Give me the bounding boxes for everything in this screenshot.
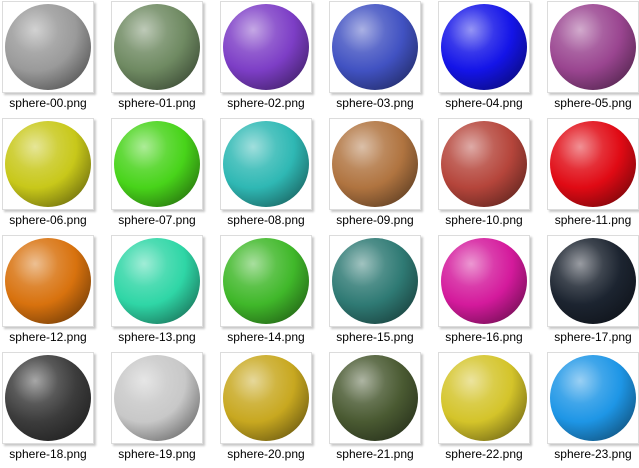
file-name: sphere-22.png: [445, 447, 523, 461]
sphere-image: [550, 121, 636, 207]
thumbnail: [329, 352, 421, 444]
sphere-image: [5, 238, 91, 324]
file-item[interactable]: sphere-14.png: [218, 234, 327, 351]
file-item[interactable]: sphere-04.png: [436, 0, 545, 117]
thumbnail: [220, 235, 312, 327]
thumbnail: [329, 235, 421, 327]
file-name: sphere-04.png: [445, 96, 523, 110]
file-item[interactable]: sphere-17.png: [545, 234, 639, 351]
thumbnail: [547, 118, 639, 210]
file-item[interactable]: sphere-23.png: [545, 351, 639, 468]
file-name: sphere-17.png: [554, 330, 632, 344]
sphere-image: [441, 121, 527, 207]
sphere-image: [332, 238, 418, 324]
file-name: sphere-02.png: [227, 96, 305, 110]
sphere-image: [223, 355, 309, 441]
sphere-image: [332, 4, 418, 90]
file-name: sphere-21.png: [336, 447, 414, 461]
file-item[interactable]: sphere-19.png: [109, 351, 218, 468]
thumbnail: [2, 118, 94, 210]
thumbnail: [111, 235, 203, 327]
file-name: sphere-18.png: [9, 447, 87, 461]
file-item[interactable]: sphere-18.png: [0, 351, 109, 468]
sphere-image: [223, 238, 309, 324]
file-name: sphere-23.png: [554, 447, 632, 461]
thumbnail: [438, 118, 530, 210]
sphere-image: [332, 355, 418, 441]
sphere-image: [441, 4, 527, 90]
thumbnail: [2, 235, 94, 327]
file-name: sphere-10.png: [445, 213, 523, 227]
sphere-image: [332, 121, 418, 207]
file-name: sphere-16.png: [445, 330, 523, 344]
file-name: sphere-00.png: [9, 96, 87, 110]
file-name: sphere-06.png: [9, 213, 87, 227]
file-item[interactable]: sphere-02.png: [218, 0, 327, 117]
file-item[interactable]: sphere-09.png: [327, 117, 436, 234]
sphere-image: [441, 238, 527, 324]
sphere-image: [5, 4, 91, 90]
file-name: sphere-03.png: [336, 96, 414, 110]
sphere-image: [223, 4, 309, 90]
file-name: sphere-07.png: [118, 213, 196, 227]
sphere-image: [114, 355, 200, 441]
thumbnail: [111, 1, 203, 93]
thumbnail: [547, 235, 639, 327]
file-name: sphere-11.png: [554, 213, 632, 227]
thumbnail: [111, 352, 203, 444]
file-name: sphere-05.png: [554, 96, 632, 110]
thumbnail: [220, 118, 312, 210]
file-name: sphere-19.png: [118, 447, 196, 461]
thumbnail: [438, 1, 530, 93]
thumbnail: [220, 1, 312, 93]
thumbnail: [438, 352, 530, 444]
file-item[interactable]: sphere-22.png: [436, 351, 545, 468]
thumbnail: [438, 235, 530, 327]
file-item[interactable]: sphere-10.png: [436, 117, 545, 234]
file-name: sphere-01.png: [118, 96, 196, 110]
file-name: sphere-09.png: [336, 213, 414, 227]
file-item[interactable]: sphere-05.png: [545, 0, 639, 117]
thumbnail: [547, 1, 639, 93]
sphere-image: [550, 355, 636, 441]
file-item[interactable]: sphere-15.png: [327, 234, 436, 351]
sphere-image: [223, 121, 309, 207]
thumbnail: [2, 352, 94, 444]
thumbnail: [547, 352, 639, 444]
thumbnail: [111, 118, 203, 210]
thumbnail: [329, 1, 421, 93]
file-item[interactable]: sphere-00.png: [0, 0, 109, 117]
sphere-image: [441, 355, 527, 441]
file-item[interactable]: sphere-20.png: [218, 351, 327, 468]
file-name: sphere-13.png: [118, 330, 196, 344]
sphere-image: [550, 4, 636, 90]
sphere-image: [114, 4, 200, 90]
file-item[interactable]: sphere-03.png: [327, 0, 436, 117]
file-name: sphere-20.png: [227, 447, 305, 461]
sphere-image: [5, 355, 91, 441]
file-item[interactable]: sphere-11.png: [545, 117, 639, 234]
file-name: sphere-14.png: [227, 330, 305, 344]
sphere-image: [114, 121, 200, 207]
file-item[interactable]: sphere-12.png: [0, 234, 109, 351]
sphere-image: [550, 238, 636, 324]
file-item[interactable]: sphere-07.png: [109, 117, 218, 234]
file-item[interactable]: sphere-13.png: [109, 234, 218, 351]
thumbnail: [2, 1, 94, 93]
sphere-image: [5, 121, 91, 207]
file-item[interactable]: sphere-01.png: [109, 0, 218, 117]
thumbnail: [220, 352, 312, 444]
file-name: sphere-15.png: [336, 330, 414, 344]
file-item[interactable]: sphere-06.png: [0, 117, 109, 234]
file-item[interactable]: sphere-08.png: [218, 117, 327, 234]
file-name: sphere-12.png: [9, 330, 87, 344]
file-item[interactable]: sphere-16.png: [436, 234, 545, 351]
sphere-image: [114, 238, 200, 324]
thumbnail: [329, 118, 421, 210]
file-name: sphere-08.png: [227, 213, 305, 227]
file-item[interactable]: sphere-21.png: [327, 351, 436, 468]
